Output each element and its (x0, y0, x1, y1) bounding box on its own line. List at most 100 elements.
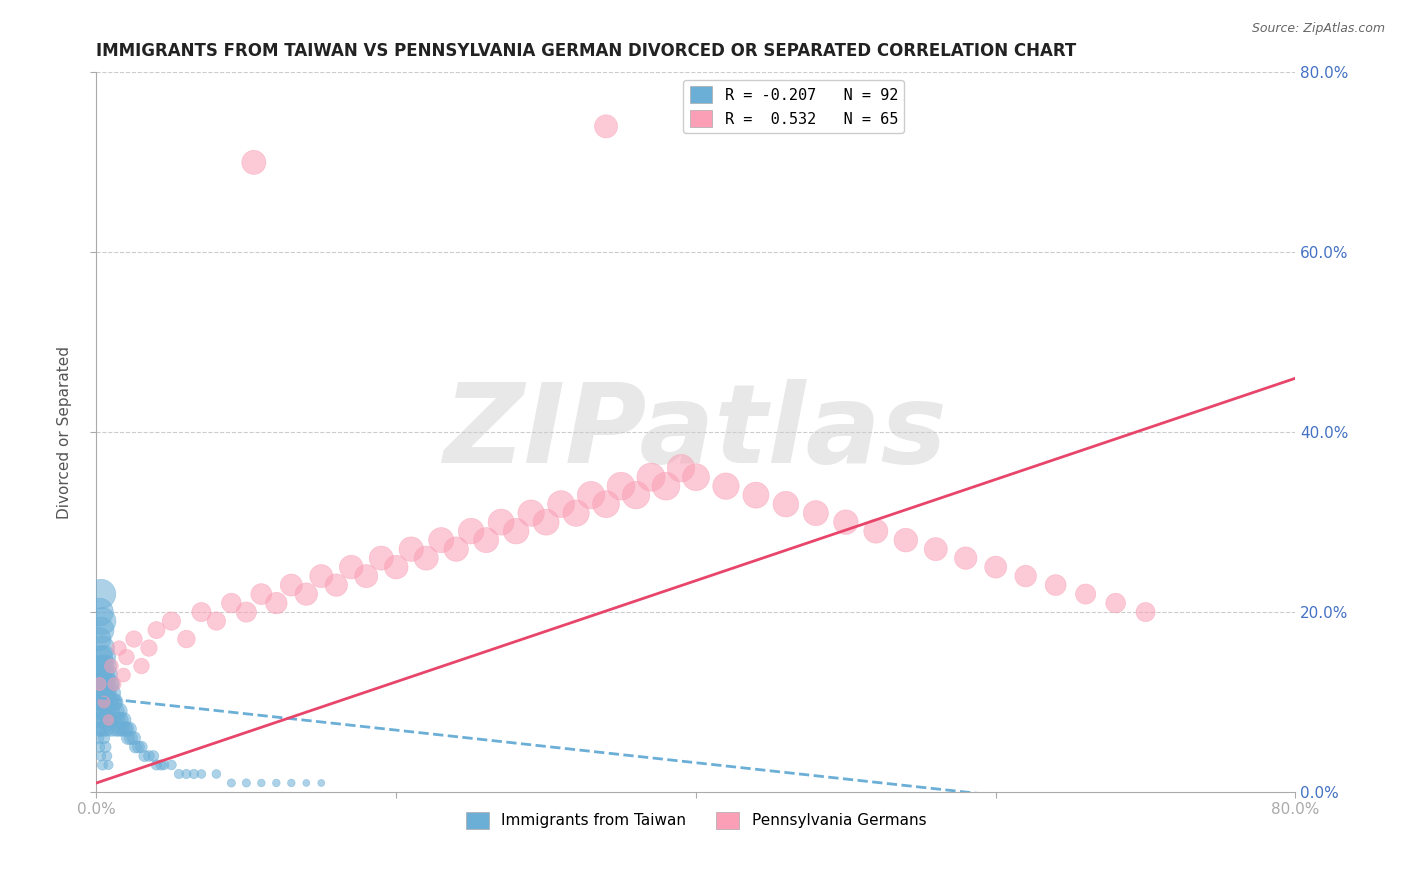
Point (534, 515, 557, 529)
Point (775, 497, 797, 511)
Point (112, 668, 135, 682)
Point (94, 739, 117, 754)
Point (100, 659, 122, 673)
Point (266, 776, 288, 790)
Point (266, 596, 288, 610)
Point (97, 677, 120, 691)
Point (325, 578, 347, 592)
Point (103, 677, 125, 691)
Point (93, 686, 115, 700)
Point (280, 776, 302, 790)
Point (835, 515, 858, 529)
Point (103, 695, 125, 709)
Point (98, 677, 121, 691)
Point (127, 739, 149, 754)
Point (91, 641, 114, 656)
Point (90, 587, 112, 601)
Point (134, 749, 156, 764)
Point (93, 704, 115, 718)
Point (205, 767, 228, 781)
Point (149, 758, 172, 772)
Point (91, 758, 114, 772)
Point (865, 524, 887, 538)
Point (90, 650, 112, 665)
Point (655, 479, 678, 493)
Point (91, 695, 114, 709)
Point (579, 488, 602, 502)
Point (114, 722, 136, 736)
Point (894, 533, 917, 548)
Point (100, 722, 122, 736)
Point (295, 776, 318, 790)
Point (108, 704, 131, 718)
Point (160, 614, 183, 628)
Point (520, 506, 543, 520)
Point (183, 767, 205, 781)
Point (120, 731, 142, 745)
Point (117, 731, 139, 745)
Point (984, 560, 1007, 574)
Point (94, 677, 117, 691)
Point (108, 722, 131, 736)
Point (142, 749, 165, 764)
Point (118, 722, 141, 736)
Point (804, 506, 827, 520)
Point (235, 605, 257, 619)
Point (595, 497, 617, 511)
Point (89, 632, 111, 646)
Point (176, 632, 198, 646)
Point (96, 668, 118, 682)
Point (100, 686, 122, 700)
Point (89, 722, 111, 736)
Point (97, 713, 120, 727)
Point (340, 560, 363, 574)
Point (565, 506, 588, 520)
Point (354, 569, 377, 583)
Point (595, 120, 617, 134)
Point (91, 614, 114, 628)
Point (138, 641, 160, 656)
Point (98, 695, 121, 709)
Point (91, 659, 114, 673)
Point (311, 776, 333, 790)
Point (90, 623, 112, 637)
Point (1135, 605, 1157, 619)
Point (89, 686, 111, 700)
Text: IMMIGRANTS FROM TAIWAN VS PENNSYLVANIA GERMAN DIVORCED OR SEPARATED CORRELATION : IMMIGRANTS FROM TAIWAN VS PENNSYLVANIA G… (97, 42, 1077, 60)
Point (415, 551, 437, 566)
Y-axis label: Divorced or Separated: Divorced or Separated (58, 346, 72, 518)
Point (91, 677, 114, 691)
Point (97, 695, 120, 709)
Point (250, 776, 273, 790)
Point (444, 542, 467, 557)
Point (101, 713, 124, 727)
Point (624, 488, 647, 502)
Point (430, 533, 453, 548)
Point (955, 551, 977, 566)
Point (87, 695, 110, 709)
Point (90, 704, 112, 718)
Point (93, 650, 115, 665)
Point (101, 695, 124, 709)
Point (176, 767, 198, 781)
Point (87, 731, 110, 745)
Point (90, 749, 112, 764)
Point (1045, 578, 1067, 592)
Point (295, 587, 318, 601)
Point (190, 767, 212, 781)
Point (1104, 596, 1126, 610)
Point (87, 659, 110, 673)
Point (93, 668, 115, 682)
Point (370, 551, 392, 566)
Point (669, 461, 692, 475)
Point (100, 704, 122, 718)
Point (94, 695, 117, 709)
Point (94, 659, 117, 673)
Legend: Immigrants from Taiwan, Pennsylvania Germans: Immigrants from Taiwan, Pennsylvania Ger… (460, 805, 932, 835)
Point (160, 758, 183, 772)
Point (115, 650, 138, 665)
Point (91, 713, 114, 727)
Point (94, 713, 117, 727)
Point (90, 686, 112, 700)
Point (205, 614, 228, 628)
